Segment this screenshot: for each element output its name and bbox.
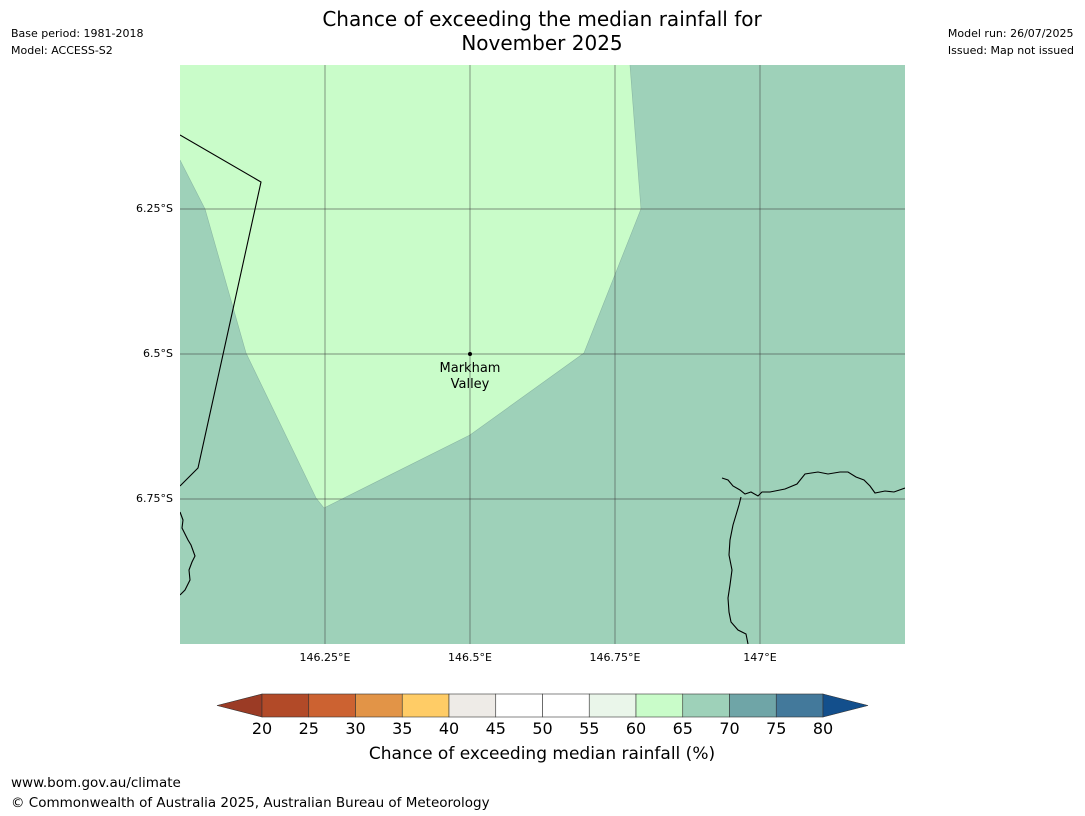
colorbar-tick-55: 55 [579,719,600,738]
place-label-line2: Valley [451,377,490,392]
colorbar-segment-65-70 [682,693,730,718]
footer-url[interactable]: www.bom.gov.au/climate [11,775,181,791]
colorbar-segment-45-50 [495,693,543,718]
lat-label-6-25: 6.25°S [136,202,173,215]
colorbar-segment-40-45 [448,693,497,718]
colorbar-segment-30-35 [355,693,403,718]
colorbar-segment-25-30 [308,693,356,718]
footer-copyright: © Commonwealth of Australia 2025, Austra… [11,795,490,811]
colorbar-tick-40: 40 [438,719,460,738]
coastline-west [180,511,196,596]
map-area[interactable] [180,65,905,644]
metadata-left: Base period: 1981-2018 Model: ACCESS-S2 [11,25,143,59]
colorbar-segment-35-40 [401,693,450,718]
colorbar-segment-75-80 [775,693,824,718]
lon-label-146-75: 146.75°E [589,651,641,664]
colorbar-tick-30: 30 [345,719,366,738]
colorbar-tick-60: 60 [625,719,647,738]
lon-label-146-25: 146.25°E [299,651,351,664]
markham-valley-marker[interactable] [468,352,472,356]
lon-label-147: 147°E [743,651,777,664]
issued-status: Issued: Map not issued [947,44,1074,57]
colorbar [216,693,869,718]
colorbar-tick-65: 65 [672,719,693,738]
map-title: Chance of exceeding the median rainfall … [242,7,842,55]
base-period: Base period: 1981-2018 [11,27,144,40]
colorbar-over-arrow [822,693,869,718]
model-run: Model run: 26/07/2025 [947,27,1074,40]
colorbar-segment-60-65 [635,693,684,718]
colorbar-segment-55-60 [588,693,637,718]
colorbar-tick-20: 20 [251,719,273,738]
colorbar-tick-35: 35 [392,719,413,738]
model-name: Model: ACCESS-S2 [11,44,113,57]
colorbar-segment-70-75 [729,693,777,718]
colorbar-tick-80: 80 [812,719,834,738]
colorbar-tick-50: 50 [532,719,553,738]
graticule [180,65,905,644]
province-boundary [180,134,262,487]
colorbar-segment-50-55 [542,693,590,718]
metadata-right: Model run: 26/07/2025 Issued: Map not is… [948,25,1074,59]
lat-label-6-5: 6.5°S [143,347,173,360]
colorbar-tick-75: 75 [766,719,787,738]
map-title-line2: November 2025 [461,31,623,55]
colorbar-under-arrow [216,693,263,718]
colorbar-tick-70: 70 [719,719,740,738]
lon-label-146-5: 146.5°E [448,651,492,664]
colorbar-segment-20-25 [261,693,310,718]
lat-label-6-75: 6.75°S [136,492,173,505]
colorbar-tick-45: 45 [485,719,506,738]
map-title-line1: Chance of exceeding the median rainfall … [322,7,762,31]
region-boundary [180,65,642,509]
colorbar-tick-25: 25 [298,719,319,738]
colorbar-title: Chance of exceeding median rainfall (%) [368,744,716,764]
probability-region-60-65 [180,65,641,508]
coastline-south [727,496,749,644]
place-label-line1: Markham [440,361,501,376]
coastline-huon-gulf [721,471,905,497]
